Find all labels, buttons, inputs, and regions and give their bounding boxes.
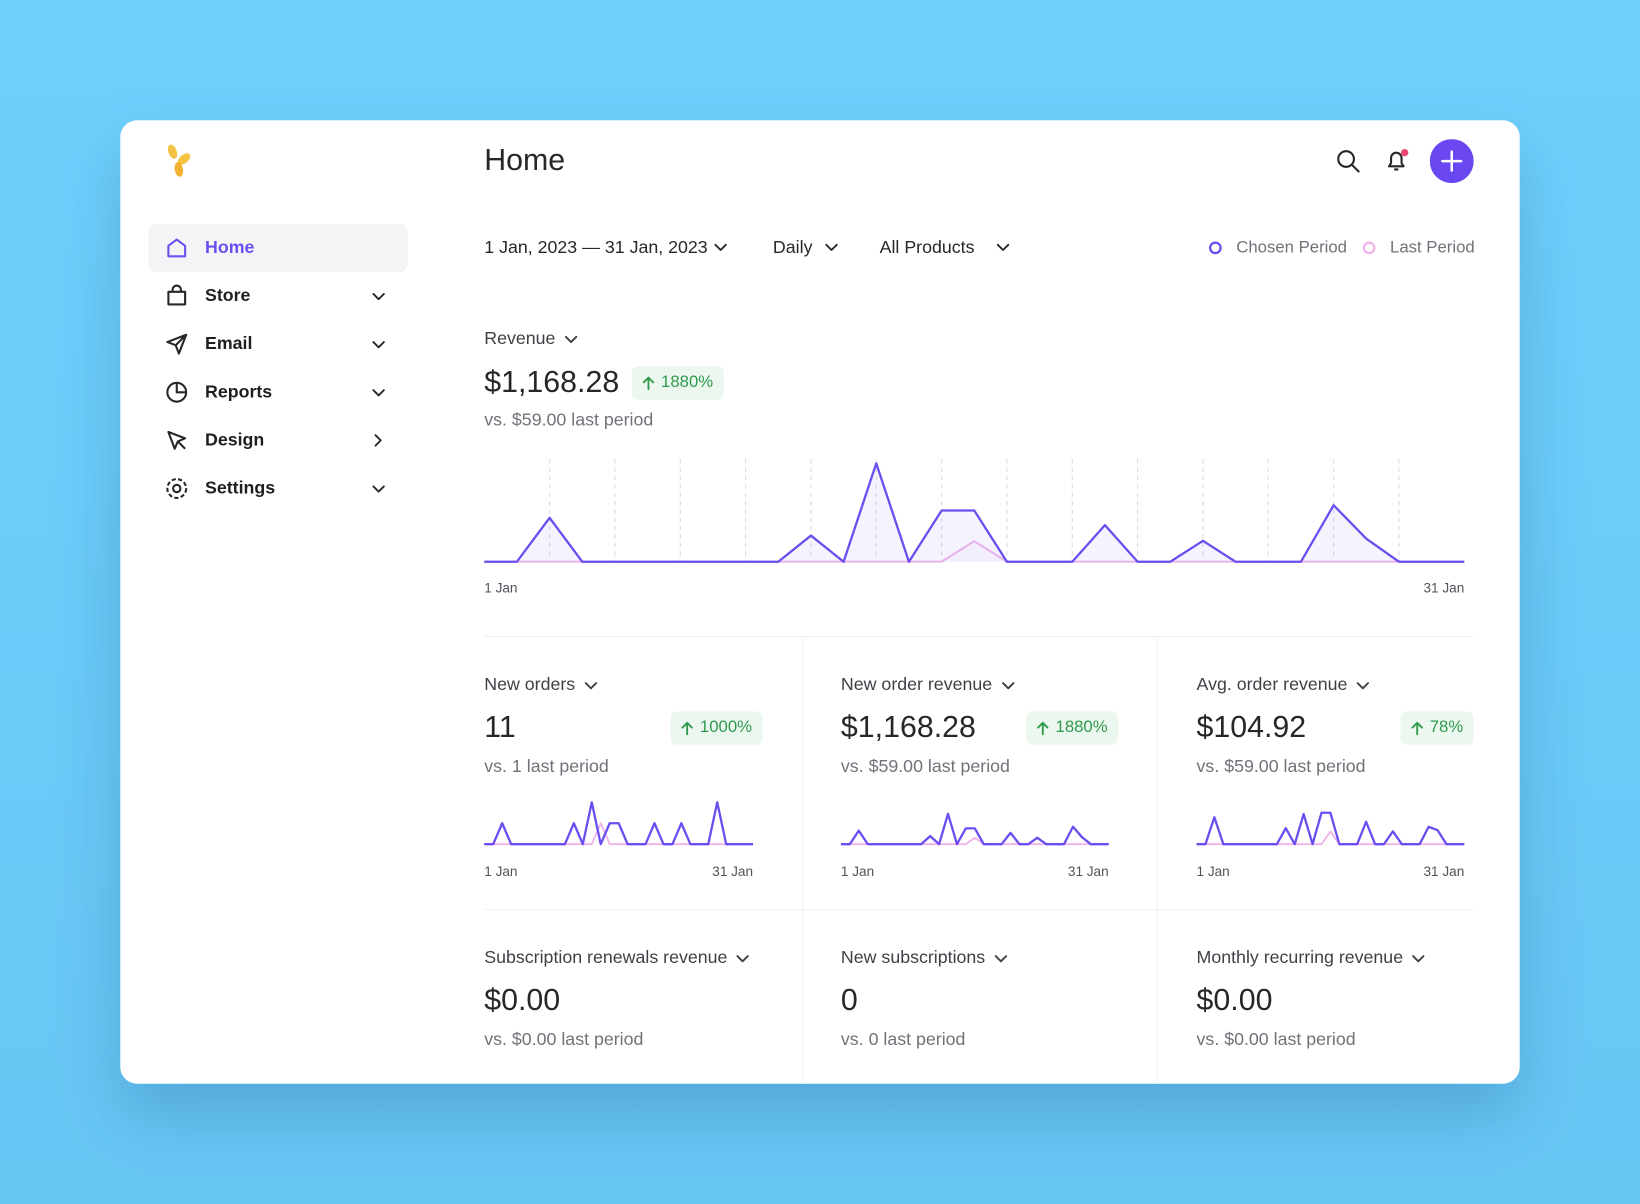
nav-home[interactable]: Home xyxy=(205,237,255,258)
change-badge: 1880% xyxy=(1026,711,1119,745)
dropdown-chevron xyxy=(1356,682,1370,690)
change-badge: 1000% xyxy=(670,711,763,745)
store-icon xyxy=(167,284,187,306)
x-tick-label: 31 Jan xyxy=(1424,864,1465,879)
interval-filter[interactable]: Daily xyxy=(772,237,813,258)
change-value: 78% xyxy=(1429,718,1464,737)
reports-icon xyxy=(166,381,188,403)
notifications-button[interactable] xyxy=(1384,147,1411,174)
dropdown-chevron xyxy=(564,335,578,343)
change-value: 1880% xyxy=(1055,718,1108,737)
series-line xyxy=(484,462,1465,563)
metric-title[interactable]: Avg. order revenue xyxy=(1196,674,1348,695)
up-arrow xyxy=(642,376,655,391)
x-tick-label: 1 Jan xyxy=(1197,864,1230,879)
series-line xyxy=(1196,811,1465,846)
metric-title[interactable]: Monthly recurring revenue xyxy=(1196,947,1404,968)
design-icon xyxy=(167,430,187,450)
metric-value: 0 xyxy=(840,983,858,1018)
dropdown-chevron xyxy=(736,955,750,963)
nav-email[interactable]: Email xyxy=(205,333,253,354)
dropdown-chevron xyxy=(1412,955,1425,963)
nav-chevrons xyxy=(372,292,385,493)
metric-title[interactable]: Subscription renewals revenue xyxy=(484,947,728,968)
page-title: Home xyxy=(484,143,566,178)
filter-chevrons xyxy=(714,243,1010,251)
x-tick-label: 31 Jan xyxy=(712,864,753,879)
change-badge: 1880% xyxy=(631,366,724,400)
metric-comparison: vs. $59.00 last period xyxy=(1196,756,1366,776)
divider xyxy=(802,635,804,1084)
divider xyxy=(1156,635,1158,1084)
metric-value: $1,168.28 xyxy=(840,710,976,745)
metric-value: $1,168.28 xyxy=(484,365,620,400)
change-badge: 78% xyxy=(1400,711,1474,745)
dropdown-chevron xyxy=(1001,682,1014,690)
x-tick-label: 1 Jan xyxy=(841,864,874,879)
date-range-filter[interactable]: 1 Jan, 2023 — 31 Jan, 2023 xyxy=(484,237,708,258)
up-arrow xyxy=(681,721,693,736)
metric-comparison: vs. $0.00 last period xyxy=(1196,1029,1356,1049)
home-icon xyxy=(167,238,187,258)
up-arrow xyxy=(1411,721,1423,736)
metric-title[interactable]: New order revenue xyxy=(840,674,993,695)
legend-last: Last Period xyxy=(1390,238,1475,257)
add-button[interactable] xyxy=(1429,139,1474,184)
legend-markers xyxy=(1208,241,1376,255)
x-tick-label: 31 Jan xyxy=(1424,581,1465,596)
dropdown-chevron xyxy=(584,682,598,690)
metric-title[interactable]: New orders xyxy=(484,674,576,695)
up-arrow xyxy=(1037,721,1049,736)
active-nav-bg xyxy=(148,223,408,272)
change-value: 1880% xyxy=(661,373,714,392)
series-line xyxy=(484,801,754,846)
change-value: 1000% xyxy=(699,718,753,737)
legend-chosen: Chosen Period xyxy=(1236,238,1347,257)
dashboard-window xyxy=(120,120,1520,1084)
email-icon xyxy=(166,333,188,355)
metric-title[interactable]: New subscriptions xyxy=(840,947,986,968)
products-filter[interactable]: All Products xyxy=(879,237,975,258)
metric-comparison: vs. $59.00 last period xyxy=(840,756,1010,776)
series-line xyxy=(840,812,1109,846)
metric-value: $0.00 xyxy=(484,983,561,1018)
logo xyxy=(167,144,191,177)
divider xyxy=(484,635,1473,638)
settings-icon xyxy=(166,478,188,499)
x-tick-label: 1 Jan xyxy=(484,864,517,879)
series-area xyxy=(484,541,1465,562)
nav-reports[interactable]: Reports xyxy=(205,381,273,402)
nav-design[interactable]: Design xyxy=(205,429,265,450)
nav-settings[interactable]: Settings xyxy=(205,477,276,498)
dropdown-chevron xyxy=(994,955,1008,963)
search-button[interactable] xyxy=(1336,149,1361,174)
x-tick-label: 1 Jan xyxy=(484,581,517,596)
metric-value: $0.00 xyxy=(1196,983,1273,1018)
divider xyxy=(484,909,1473,911)
metric-value: $104.92 xyxy=(1196,710,1307,745)
metric-comparison: vs. $59.00 last period xyxy=(484,409,654,430)
nav-store[interactable]: Store xyxy=(205,285,251,306)
metric-comparison: vs. 1 last period xyxy=(484,756,609,776)
metric-comparison: vs. $0.00 last period xyxy=(484,1029,644,1049)
metric-comparison: vs. 0 last period xyxy=(840,1029,966,1049)
metric-value: 11 xyxy=(484,710,516,745)
x-tick-label: 31 Jan xyxy=(1068,864,1109,879)
metric-title[interactable]: Revenue xyxy=(484,328,556,349)
